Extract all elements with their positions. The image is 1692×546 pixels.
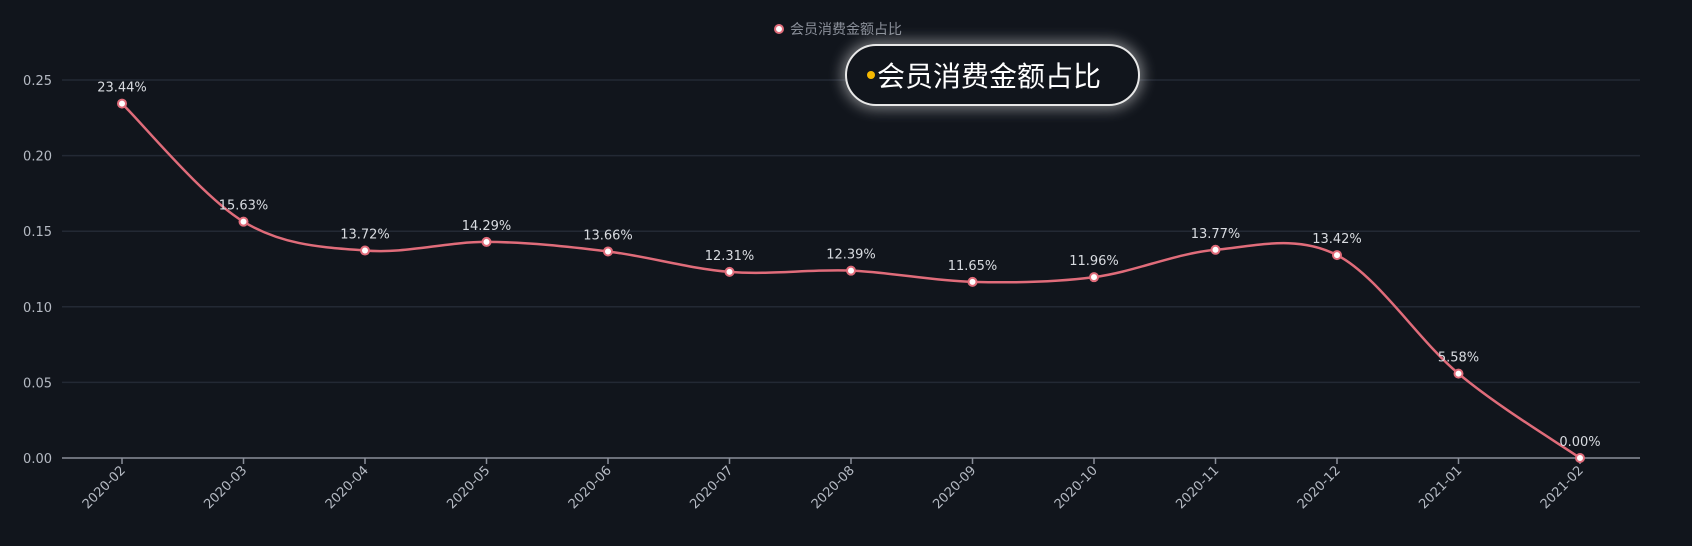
grid-lines: [62, 79, 1640, 384]
y-tick-label: 0.00: [23, 452, 52, 467]
x-tick-label: 2020-12: [1295, 463, 1344, 512]
data-point[interactable]: [481, 236, 492, 247]
x-tick-label: 2020-07: [687, 463, 736, 512]
x-tick-label: 2021-02: [1538, 463, 1587, 512]
x-tick-label: 2021-01: [1416, 463, 1465, 512]
data-label: 15.63%: [219, 199, 269, 214]
x-axis: 2020-02 2020-03 2020-04 2020-05 2020-06 2020-…: [62, 457, 1640, 512]
data-label: 13.77%: [1191, 227, 1241, 242]
tooltip-label: 会员消费金额占比: [877, 60, 1102, 93]
data-point[interactable]: [1210, 244, 1221, 255]
x-tick-label: 2020-11: [1173, 463, 1222, 512]
x-tick-label: 2020-10: [1052, 463, 1101, 512]
data-label: 11.96%: [1069, 254, 1119, 269]
series-line: [121, 102, 1581, 460]
data-point[interactable]: [724, 266, 735, 277]
data-point[interactable]: [603, 246, 613, 257]
legend-marker-icon: [774, 24, 784, 34]
data-label: 5.58%: [1438, 351, 1479, 366]
data-label: 11.65%: [948, 259, 998, 274]
data-label: 13.72%: [340, 228, 390, 243]
data-point[interactable]: [1575, 453, 1585, 463]
x-tick-label: 2020-05: [444, 463, 493, 512]
data-label: 14.29%: [462, 219, 512, 234]
data-point[interactable]: [1332, 250, 1342, 261]
data-label: 13.42%: [1312, 232, 1362, 247]
legend-label: 会员消费金额占比: [790, 22, 902, 38]
y-tick-label: 0.20: [23, 150, 52, 165]
y-tick-label: 0.10: [23, 301, 52, 316]
data-label: 0.00%: [1559, 435, 1600, 450]
x-tick-label: 2020-09: [930, 463, 979, 512]
y-tick-label: 0.05: [23, 376, 52, 391]
data-point[interactable]: [1453, 368, 1464, 379]
data-label: 23.44%: [97, 81, 147, 96]
data-points: [117, 98, 1585, 463]
tooltip: 会员消费金额占比: [845, 44, 1140, 106]
y-tick-label: 0.25: [23, 74, 52, 89]
x-tick-label: 2020-06: [566, 463, 615, 512]
data-label: 12.31%: [705, 249, 755, 264]
x-tick-label: 2020-08: [809, 463, 858, 512]
legend-item[interactable]: 会员消费金额占比: [774, 19, 902, 39]
data-point[interactable]: [1089, 272, 1099, 283]
tooltip-dot-icon: [867, 71, 875, 79]
data-point[interactable]: [360, 245, 370, 256]
x-tick-label: 2020-03: [201, 463, 250, 512]
data-point[interactable]: [238, 216, 249, 227]
y-tick-label: 0.15: [23, 225, 52, 240]
x-tick-label: 2020-02: [80, 463, 129, 512]
data-label: 12.39%: [826, 248, 876, 263]
data-point[interactable]: [846, 265, 856, 276]
y-axis: 0.00 0.05 0.10 0.15 0.20 0.25: [23, 74, 52, 467]
data-labels: 23.44% 15.63% 13.72% 14.29% 13.66% 12.31% 12.3…: [97, 81, 1600, 450]
data-point[interactable]: [967, 276, 978, 287]
series-layer: [121, 102, 1581, 460]
data-point[interactable]: [117, 98, 127, 109]
data-label: 13.66%: [583, 228, 633, 243]
x-tick-label: 2020-04: [323, 463, 372, 512]
